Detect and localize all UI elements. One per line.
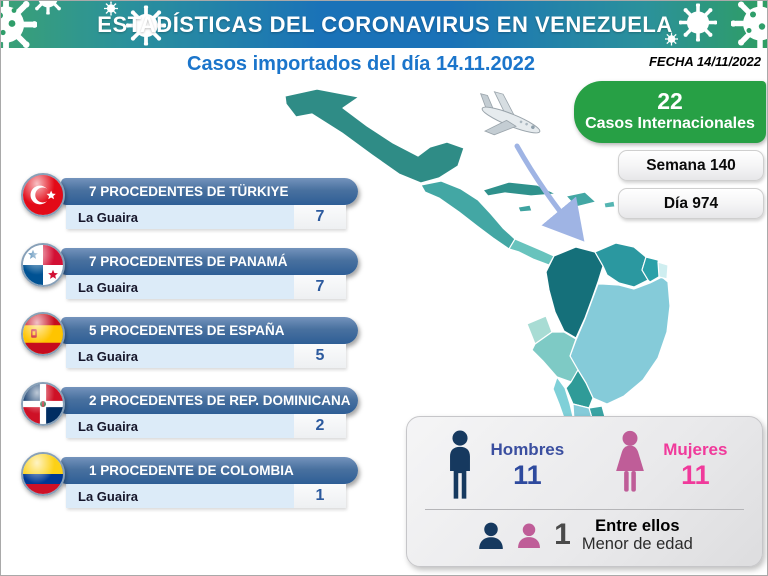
origin-count: 7 <box>294 275 346 299</box>
origin-title-bar: 5 PROCEDENTES DE ESPAÑA <box>61 317 358 344</box>
spain-flag-icon <box>21 312 65 356</box>
origin-item-colombia: 1 PROCEDENTE DE COLOMBIA La Guaira 1 <box>21 452 361 515</box>
origin-item-turkiye: 7 PROCEDENTES DE TÜRKIYE La Guaira 7 <box>21 173 361 236</box>
entry-point-label: La Guaira <box>78 279 138 295</box>
origin-title-bar: 7 PROCEDENTES DE TÜRKIYE <box>61 178 358 205</box>
entry-point-label: La Guaira <box>78 348 138 364</box>
entry-point-label: La Guaira <box>78 418 138 434</box>
map-panama <box>508 238 555 266</box>
minors-count: 1 <box>554 518 571 552</box>
airplane-icon <box>480 91 541 136</box>
origin-count: 2 <box>294 414 346 438</box>
map-mexico <box>284 88 465 184</box>
origin-row: La Guaira 7 <box>66 205 346 229</box>
day-badge: Día 974 <box>618 188 764 219</box>
origin-title-bar: 7 PROCEDENTES DE PANAMÁ <box>61 248 358 275</box>
international-cases-box: 22 Casos Internacionales <box>574 81 766 143</box>
header-banner: ESTADÍSTICAS DEL CORONAVIRUS EN VENEZUEL… <box>1 1 768 48</box>
origin-title: 2 PROCEDENTES DE REP. DOMINICANA <box>89 393 351 408</box>
week-badge: Semana 140 <box>618 150 764 181</box>
origin-title: 5 PROCEDENTES DE ESPAÑA <box>89 323 285 338</box>
origin-item-espana: 5 PROCEDENTES DE ESPAÑA La Guaira 5 <box>21 312 361 375</box>
map-venezuela <box>594 242 649 288</box>
divider <box>425 509 744 510</box>
page-title: ESTADÍSTICAS DEL CORONAVIRUS EN VENEZUEL… <box>97 12 673 37</box>
entry-point-label: La Guaira <box>78 209 138 225</box>
origin-item-rep-dominicana: 2 PROCEDENTES DE REP. DOMINICANA La Guai… <box>21 382 361 445</box>
women-label: Mujeres <box>663 440 728 459</box>
latin-america-map <box>284 88 671 421</box>
map-jamaica <box>517 204 533 213</box>
origin-count: 7 <box>294 205 346 229</box>
men-count: 11 <box>513 460 542 490</box>
subtitle: Casos importados del día 14.11.2022 <box>187 53 535 75</box>
virus-decoration-icons <box>1 1 768 48</box>
origin-count: 5 <box>294 344 346 368</box>
map-guyana <box>641 256 663 283</box>
map-puerto-rico <box>603 200 616 209</box>
origin-row: La Guaira 2 <box>66 414 346 438</box>
colombia-flag-icon <box>21 452 65 496</box>
minors-label-line2: Menor de edad <box>581 535 693 554</box>
map-suriname <box>657 261 669 280</box>
female-bust-icon <box>518 523 541 548</box>
men-group: Hombres 11 <box>442 430 565 500</box>
origin-title: 7 PROCEDENTES DE PANAMÁ <box>89 254 288 269</box>
male-icon <box>449 430 470 499</box>
origin-count: 1 <box>294 484 346 508</box>
origin-title-bar: 1 PROCEDENTE DE COLOMBIA <box>61 457 358 484</box>
origin-title-bar: 2 PROCEDENTES DE REP. DOMINICANA <box>61 387 358 414</box>
entry-point-label: La Guaira <box>78 488 138 504</box>
origin-row: La Guaira 1 <box>66 484 346 508</box>
turkey-flag-icon <box>21 173 65 217</box>
origin-row: La Guaira 7 <box>66 275 346 299</box>
dominican-republic-flag-icon <box>21 382 65 426</box>
male-bust-icon <box>479 522 503 549</box>
flight-arrow <box>514 143 585 242</box>
map-chile <box>552 376 575 421</box>
map-hispaniola <box>565 191 597 208</box>
origin-title: 7 PROCEDENTES DE TÜRKIYE <box>89 184 289 199</box>
gender-summary-box: Hombres 11 Mujeres 11 <box>406 416 763 567</box>
origin-row: La Guaira 5 <box>66 344 346 368</box>
origin-title: 1 PROCEDENTE DE COLOMBIA <box>89 463 294 478</box>
date-label: FECHA 14/11/2022 <box>648 54 761 69</box>
minors-label-line1: Entre ellos <box>595 517 680 535</box>
origin-item-panama: 7 PROCEDENTES DE PANAMÁ La Guaira 7 <box>21 243 361 306</box>
women-count: 11 <box>681 460 710 490</box>
panama-flag-icon <box>21 243 65 287</box>
female-icon <box>616 430 645 492</box>
men-label: Hombres <box>490 440 565 459</box>
minors-group: 1 Entre ellos Menor de edad <box>407 510 762 554</box>
international-cases-count: 22 <box>657 88 683 114</box>
international-cases-label: Casos Internacionales <box>585 115 755 132</box>
women-group: Mujeres 11 <box>610 430 727 500</box>
map-cuba <box>482 181 557 197</box>
